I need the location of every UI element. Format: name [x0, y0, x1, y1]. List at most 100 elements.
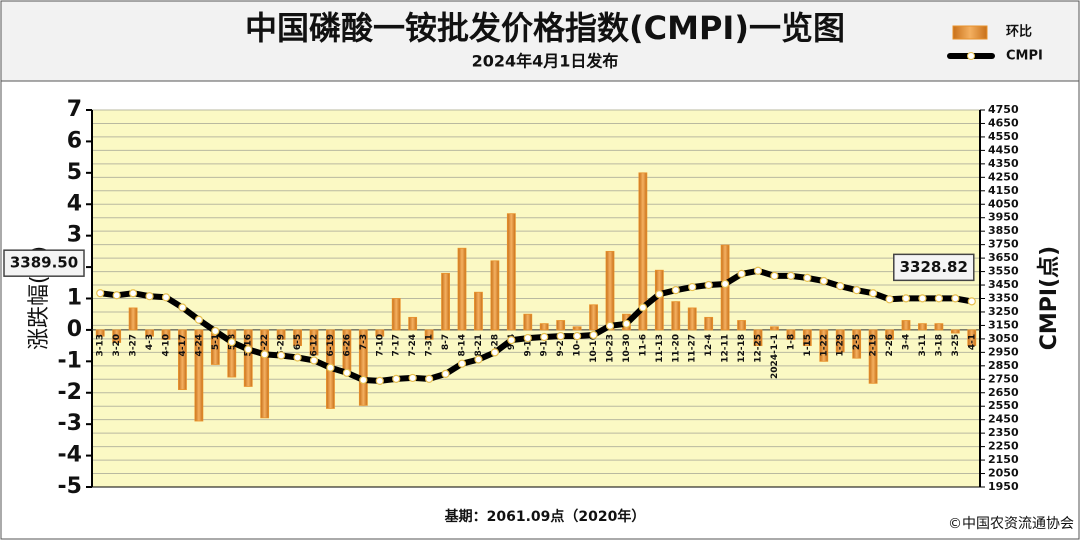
legend-swatch — [952, 25, 988, 40]
cmpi-point — [770, 271, 779, 280]
value-label: 3328.82 — [900, 258, 968, 276]
cmpi-point — [326, 363, 335, 372]
cmpi-point — [96, 289, 105, 298]
bar — [934, 323, 944, 331]
x-tick-label: 7-24 — [408, 334, 418, 357]
x-tick-label: 9-11 — [523, 334, 533, 357]
bar — [868, 329, 878, 384]
cmpi-point — [934, 294, 943, 303]
cmpi-point — [836, 282, 845, 291]
cmpi-point — [556, 331, 565, 341]
cmpi-point — [622, 319, 631, 328]
y2-tick-label: 2150 — [988, 453, 1019, 466]
cmpi-point — [721, 279, 730, 289]
x-tick-label: 3-20 — [112, 334, 122, 357]
x-tick-label: 6-19 — [326, 334, 336, 357]
bar — [918, 323, 927, 331]
x-tick-label: 6-26 — [342, 334, 352, 357]
y2-tick-label: 4750 — [988, 103, 1019, 116]
x-tick-label: 12-25 — [754, 334, 764, 363]
bar — [638, 172, 648, 331]
y2-tick-label: 3250 — [988, 305, 1019, 318]
y-tick-label: 3 — [67, 223, 82, 248]
x-tick-label: 2-26 — [885, 334, 895, 357]
cmpi-point — [392, 374, 401, 383]
x-tick-label: 2-19 — [869, 334, 879, 357]
y-tick-label: -1 — [58, 348, 82, 373]
x-tick-label: 8-14 — [458, 334, 468, 357]
x-tick-label: 7-17 — [392, 334, 402, 357]
x-tick-label: 12-4 — [704, 334, 714, 357]
x-tick-label: 1-8 — [786, 334, 796, 350]
source: ©中国农资流通协会 — [948, 516, 1074, 532]
bar — [753, 329, 763, 347]
bar — [737, 320, 746, 331]
y2-tick-label: 2050 — [988, 467, 1019, 480]
x-tick-label: 11-6 — [638, 334, 648, 357]
bar — [408, 316, 418, 331]
cmpi-point — [901, 294, 911, 303]
x-tick-label: 3-4 — [902, 334, 912, 350]
legend-label: 环比 — [1006, 24, 1032, 40]
bar — [852, 329, 862, 359]
y-tick-label: -5 — [58, 474, 82, 499]
header-band — [0, 0, 1080, 82]
cmpi-point — [342, 368, 351, 377]
y2-tick-label: 4250 — [988, 170, 1019, 183]
cmpi-point — [605, 321, 615, 330]
x-tick-label: 10-30 — [622, 334, 632, 363]
bar — [605, 250, 615, 331]
x-tick-label: 8-7 — [441, 334, 451, 350]
bar — [835, 329, 845, 353]
bar — [589, 304, 598, 331]
bar — [309, 329, 319, 356]
cmpi-point — [474, 355, 483, 364]
y2-tick-label: 2250 — [988, 440, 1019, 453]
bar — [506, 213, 516, 331]
bar — [194, 329, 204, 422]
bar — [556, 320, 566, 331]
y2-tick-label: 3350 — [988, 292, 1019, 305]
cmpi-point — [244, 345, 253, 354]
y-tick-label: -4 — [58, 443, 82, 468]
cmpi-point — [638, 303, 647, 312]
y-tick-label: 0 — [67, 317, 82, 342]
cmpi-point — [951, 294, 960, 303]
cmpi-point — [737, 269, 746, 278]
cmpi-point — [129, 289, 138, 298]
y2-tick-label: 4550 — [988, 130, 1019, 143]
bar — [260, 329, 270, 419]
y2-axis-label: CMPI(点) — [1036, 246, 1062, 350]
legend-label: CMPI — [1006, 49, 1043, 64]
x-tick-label: 4-3 — [145, 334, 155, 350]
x-tick-label: 9-25 — [556, 334, 566, 357]
y2-tick-label: 2650 — [988, 386, 1019, 399]
cmpi-point — [178, 303, 187, 312]
bar — [474, 291, 483, 331]
bar — [424, 329, 434, 340]
x-tick-label: 12-11 — [721, 334, 731, 363]
y2-tick-label: 1950 — [988, 480, 1019, 493]
y2-tick-label: 2950 — [988, 345, 1019, 358]
bar — [227, 329, 237, 378]
value-label-box — [3, 249, 85, 277]
cmpi-point — [425, 374, 434, 383]
cmpi-point — [803, 273, 812, 282]
cmpi-point — [688, 282, 697, 292]
cmpi-point — [786, 271, 795, 280]
bar — [243, 329, 253, 387]
bar — [950, 329, 960, 334]
x-tick-label: 3-25 — [951, 334, 961, 357]
legend-swatch-dot — [967, 52, 975, 60]
cmpi-point — [704, 280, 713, 290]
bar — [770, 326, 779, 331]
cmpi-point — [457, 359, 467, 368]
y2-tick-label: 3550 — [988, 265, 1019, 278]
bar — [375, 329, 385, 337]
y-tick-label: 4 — [67, 191, 82, 216]
bar — [786, 329, 796, 340]
x-tick-label: 2-5 — [852, 334, 862, 350]
y2-tick-label: 4150 — [988, 184, 1019, 197]
y2-tick-label: 3050 — [988, 332, 1019, 345]
